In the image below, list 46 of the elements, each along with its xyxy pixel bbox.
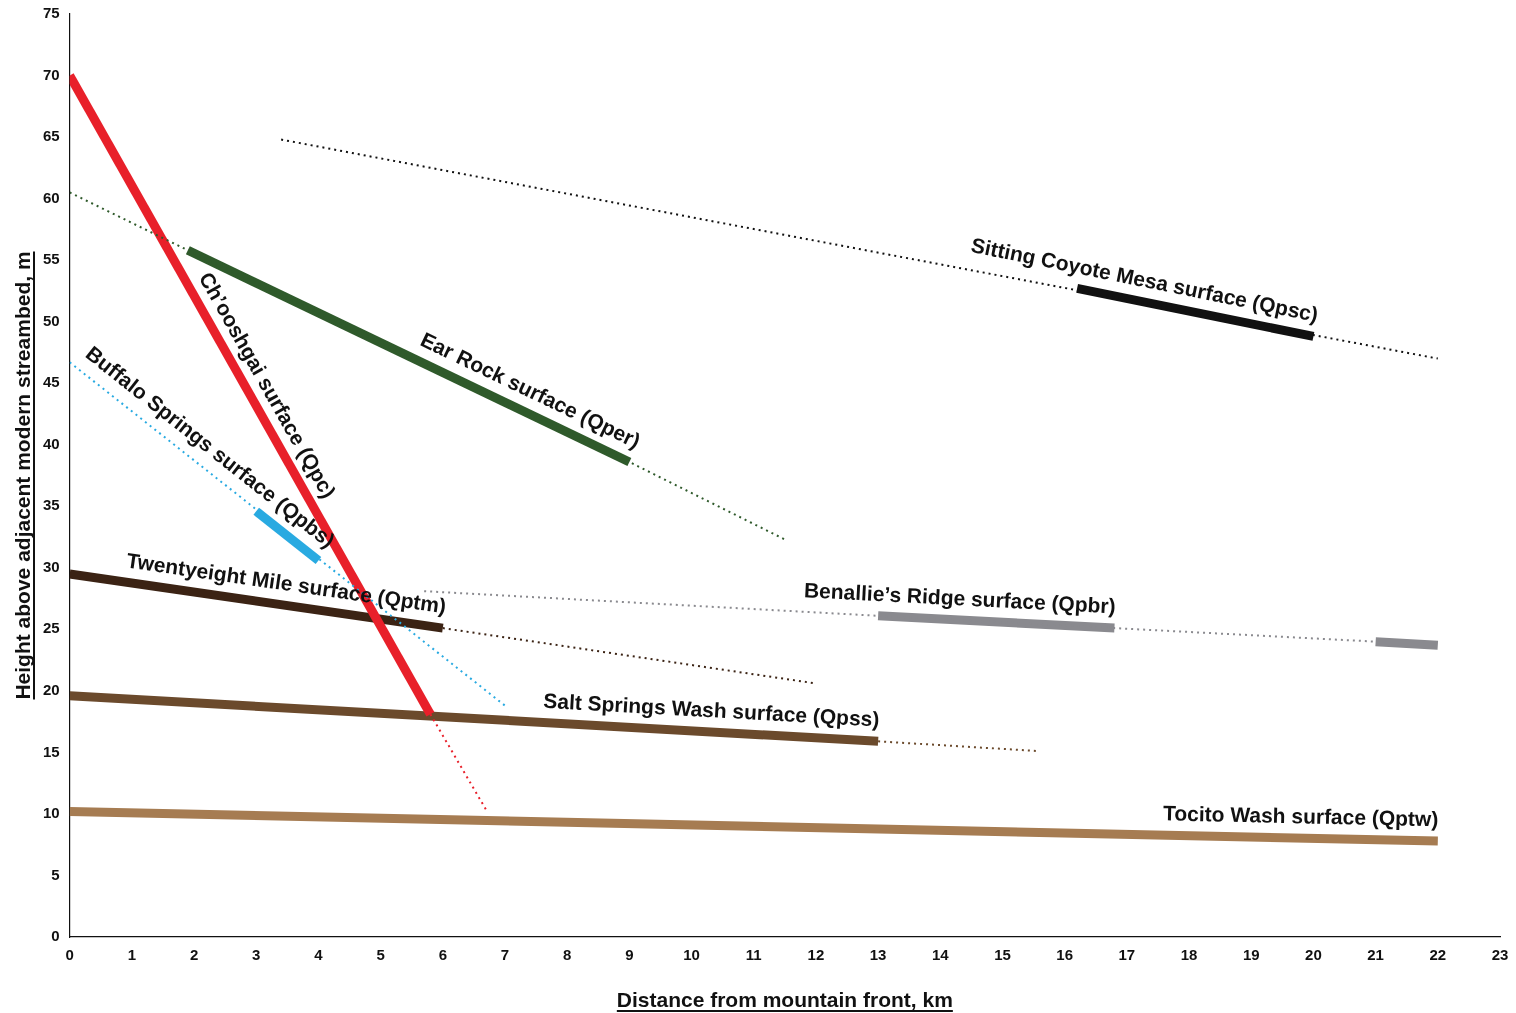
y-tick-label: 40	[43, 434, 60, 452]
y-axis-title: Height above adjacent modern streambed, m	[11, 251, 34, 700]
y-tick-label: 0	[51, 927, 60, 945]
x-tick-label: 13	[869, 946, 887, 964]
y-tick-label: 20	[43, 681, 60, 699]
x-axis-title: Distance from mountain front, km	[616, 988, 953, 1011]
series-label: Tocito Wash surface (Qptw)	[1162, 801, 1439, 831]
x-tick-label: 23	[1491, 946, 1509, 964]
y-tick-label: 70	[43, 65, 60, 83]
series-label: Salt Springs Wash surface (Qpss)	[542, 688, 881, 731]
y-tick-label: 45	[43, 373, 60, 391]
x-tick-label: 19	[1242, 946, 1260, 964]
x-tick-label: 20	[1305, 946, 1322, 964]
x-tick-label: 2	[189, 946, 199, 964]
x-tick-label: 4	[314, 946, 324, 964]
y-tick-label: 10	[43, 804, 60, 822]
x-tick-label: 7	[500, 946, 510, 964]
x-tick-label: 22	[1429, 946, 1447, 964]
x-tick-label: 1	[127, 946, 137, 964]
x-tick-label: 3	[252, 946, 261, 964]
x-tick-label: 5	[376, 946, 385, 964]
x-tick-label: 11	[745, 946, 762, 964]
x-tick-label: 6	[438, 946, 447, 964]
y-tick-label: 60	[43, 188, 60, 206]
x-tick-label: 14	[931, 946, 950, 964]
x-tick-label: 18	[1180, 946, 1198, 964]
x-tick-label: 10	[683, 946, 700, 964]
x-tick-label: 17	[1118, 946, 1136, 964]
text: Sitting Coyote Mesa surface (Qpsc)	[969, 233, 1321, 326]
y-tick-label: 35	[43, 496, 60, 514]
series-label: Benallie’s Ridge surface (Qpbr)	[803, 578, 1117, 618]
y-tick-label: 15	[43, 742, 60, 760]
y-tick-label: 25	[43, 619, 60, 637]
x-tick-label: 15	[994, 946, 1011, 964]
x-tick-label: 12	[807, 946, 825, 964]
x-tick-label: 0	[65, 946, 74, 964]
x-tick-label: 8	[563, 946, 572, 964]
y-tick-label: 55	[43, 250, 60, 268]
y-tick-label: 5	[51, 865, 60, 883]
x-tick-label: 21	[1367, 946, 1384, 964]
x-tick-label: 16	[1056, 946, 1074, 964]
y-tick-label: 75	[43, 4, 60, 22]
x-tick-label: 9	[625, 946, 634, 964]
y-tick-label: 30	[43, 557, 60, 575]
y-tick-label: 50	[43, 311, 60, 329]
y-tick-label: 65	[43, 127, 60, 145]
